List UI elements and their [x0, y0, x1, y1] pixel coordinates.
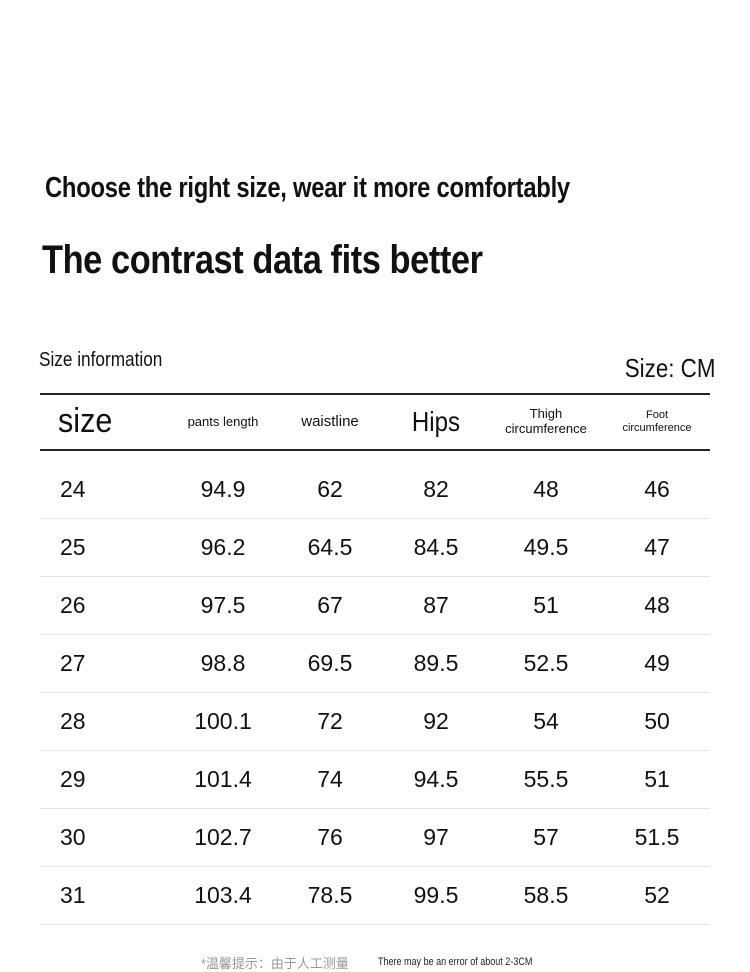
cell-foot: 51.5: [634, 824, 680, 850]
cell-waistline: 78.5: [307, 882, 353, 908]
cell-pants-length: 94.9: [200, 476, 246, 502]
cell-foot: 49: [644, 650, 670, 676]
unit-label: Size: CM: [624, 353, 715, 383]
cell-thigh: 55.5: [523, 766, 569, 792]
cell-thigh: 49.5: [523, 534, 569, 560]
header-thigh-line1: Thigh: [529, 406, 563, 422]
cell-pants-length: 103.4: [194, 882, 252, 908]
cell-foot: 47: [644, 534, 670, 560]
cell-foot: 48: [644, 592, 670, 618]
cell-hips: 92: [423, 708, 449, 734]
cell-thigh: 52.5: [523, 650, 569, 676]
cell-thigh: 58.5: [523, 882, 569, 908]
cell-foot: 52: [644, 882, 670, 908]
headline-primary: Choose the right size, wear it more comf…: [45, 172, 570, 204]
cell-thigh: 48: [533, 476, 559, 502]
cell-hips: 97: [423, 824, 449, 850]
table-row: 30 102.7 76 97 57 51.5: [40, 809, 710, 867]
cell-waistline: 72: [317, 708, 343, 734]
header-foot-line2: circumference: [622, 422, 692, 434]
header-pants-length: pants length: [187, 413, 259, 429]
header-waistline: waistline: [301, 413, 359, 431]
table-row: 28 100.1 72 92 54 50: [40, 693, 710, 751]
header-size-label: size: [58, 402, 113, 441]
header-foot-circumference: Foot circumference: [604, 395, 710, 449]
cell-thigh: 57: [533, 824, 559, 850]
table-header-rule: [40, 449, 710, 451]
note-chinese: *温馨提示：由于人工测量: [200, 955, 349, 971]
cell-pants-length: 97.5: [200, 592, 246, 618]
cell-waistline: 67: [317, 592, 343, 618]
cell-thigh: 51: [533, 592, 559, 618]
cell-hips: 82: [423, 476, 449, 502]
cell-foot: 50: [644, 708, 670, 734]
table-row: 25 96.2 64.5 84.5 49.5 47: [40, 519, 710, 577]
header-thigh-circumference: Thigh circumference: [488, 395, 604, 449]
header-hips: Hips: [384, 395, 488, 449]
cell-pants-length: 96.2: [200, 534, 246, 560]
table-row: 27 98.8 69.5 89.5 52.5 49: [40, 635, 710, 693]
cell-size: 30: [60, 824, 86, 850]
cell-foot: 51: [644, 766, 670, 792]
cell-waistline: 69.5: [307, 650, 353, 676]
cell-hips: 87: [423, 592, 449, 618]
cell-pants-length: 102.7: [194, 824, 252, 850]
cell-waistline: 74: [317, 766, 343, 792]
size-table-body: 24 94.9 62 82 48 46 25 96.2 64.5 84.5 49…: [40, 461, 710, 925]
table-row: 31 103.4 78.5 99.5 58.5 52: [40, 867, 710, 925]
cell-pants-length: 100.1: [194, 708, 252, 734]
cell-size: 27: [60, 650, 86, 676]
cell-hips: 94.5: [413, 766, 459, 792]
header-size: size: [58, 395, 118, 449]
cell-thigh: 54: [533, 708, 559, 734]
cell-waistline: 62: [317, 476, 343, 502]
cell-hips: 84.5: [413, 534, 459, 560]
cell-size: 29: [60, 766, 86, 792]
cell-hips: 89.5: [413, 650, 459, 676]
cell-foot: 46: [644, 476, 670, 502]
cell-size: 25: [60, 534, 86, 560]
measurement-note: *温馨提示：由于人工测量 There may be an error of ab…: [0, 952, 750, 972]
cell-waistline: 64.5: [307, 534, 353, 560]
table-top-rule: [40, 393, 710, 395]
cell-size: 31: [60, 882, 86, 908]
cell-waistline: 76: [317, 824, 343, 850]
cell-size: 28: [60, 708, 86, 734]
header-hips-label: Hips: [411, 405, 461, 437]
cell-size: 24: [60, 476, 86, 502]
headline-secondary: The contrast data fits better: [42, 238, 483, 282]
table-label: Size information: [39, 349, 163, 371]
table-row: 29 101.4 74 94.5 55.5 51: [40, 751, 710, 809]
header-thigh-line2: circumference: [505, 421, 587, 436]
cell-pants-length: 101.4: [194, 766, 252, 792]
cell-pants-length: 98.8: [200, 650, 246, 676]
table-row: 26 97.5 67 87 51 48: [40, 577, 710, 635]
header-foot-line1: Foot: [645, 409, 668, 422]
table-row: 24 94.9 62 82 48 46: [40, 461, 710, 519]
cell-size: 26: [60, 592, 86, 618]
cell-hips: 99.5: [413, 882, 459, 908]
note-english: There may be an error of about 2-3CM: [377, 956, 533, 968]
